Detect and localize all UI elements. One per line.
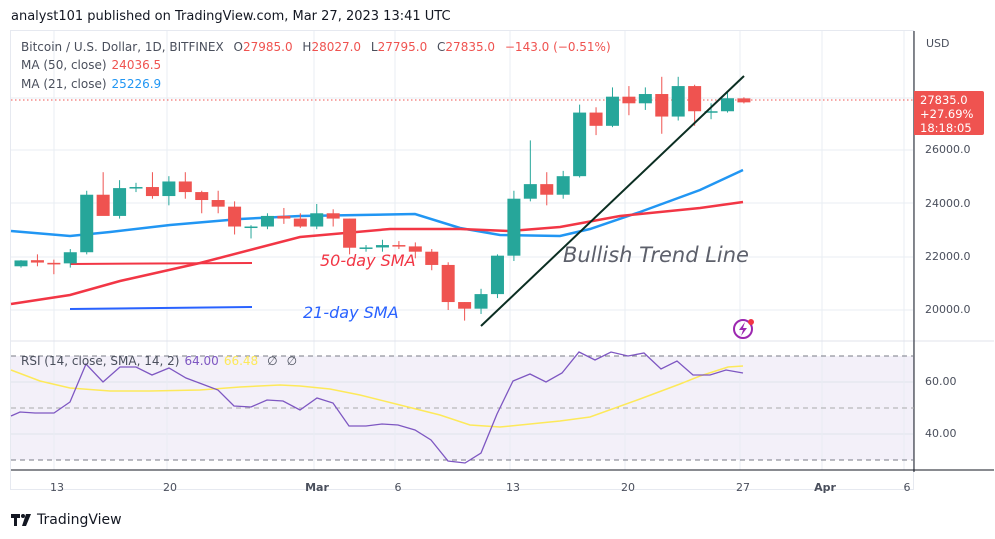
ohlc-close: C27835.0: [437, 40, 496, 54]
price-tick-24000: 24000.0: [925, 197, 971, 210]
legend-symbol-row: Bitcoin / U.S. Dollar, 1D, BITFINEX O279…: [21, 40, 611, 54]
current-price-tag: 27835.0 +27.69% 18:18:05: [914, 91, 984, 135]
ohlc-high: H28027.0: [302, 40, 362, 54]
rsi-tick-40: 40.00: [925, 427, 957, 440]
price-tick-20000: 20000.0: [925, 303, 971, 316]
time-tick-3: 6: [394, 481, 402, 494]
time-tick-4: 13: [506, 481, 520, 494]
ma50-label: MA (50, close): [21, 58, 107, 72]
time-tick-0: 13: [50, 481, 64, 494]
published-header: analyst101 published on TradingView.com,…: [11, 9, 451, 24]
current-change: +27.69%: [920, 107, 974, 121]
time-tick-7: Apr: [814, 481, 836, 494]
legend-rsi-row[interactable]: RSI (14, close, SMA, 14, 2) 64.00 66.48 ∅ ∅: [21, 354, 297, 368]
current-price: 27835.0: [920, 93, 968, 107]
time-tick-6: 27: [736, 481, 750, 494]
tradingview-logo[interactable]: TradingView: [11, 512, 122, 528]
annotation-trend-line[interactable]: Bullish Trend Line: [563, 243, 749, 267]
currency-label[interactable]: USD: [926, 37, 950, 50]
price-tick-22000: 22000.0: [925, 250, 971, 263]
time-tick-8: 6: [903, 481, 911, 494]
symbol-name[interactable]: Bitcoin / U.S. Dollar, 1D, BITFINEX: [21, 40, 224, 54]
annotation-50-day-sma[interactable]: 50-day SMA: [320, 251, 416, 270]
legend-ma50-row[interactable]: MA (50, close) 24036.5: [21, 58, 161, 72]
bar-countdown: 18:18:05: [920, 121, 972, 135]
time-tick-5: 20: [621, 481, 635, 494]
rsi-label: RSI (14, close, SMA, 14, 2): [21, 354, 180, 368]
legend-ma21-row[interactable]: MA (21, close) 25226.9: [21, 77, 161, 91]
time-tick-2: Mar: [305, 481, 329, 494]
ma21-label: MA (21, close): [21, 77, 107, 91]
ohlc-open: O27985.0: [233, 40, 293, 54]
price-tick-26000: 26000.0: [925, 143, 971, 156]
tradingview-logo-icon: [11, 514, 31, 526]
ohlc-change: −143.0 (−0.51%): [504, 40, 611, 54]
tradingview-logo-text: TradingView: [37, 512, 122, 528]
time-tick-1: 20: [163, 481, 177, 494]
events-lightning-icon: [733, 319, 753, 339]
ma50-value: 24036.5: [111, 58, 162, 72]
rsi-na-1: ∅: [267, 354, 278, 368]
ma21-value: 25226.9: [111, 77, 162, 91]
annotation-21-day-sma[interactable]: 21-day SMA: [303, 303, 399, 322]
rsi-sma-value: 66.48: [223, 354, 259, 368]
rsi-value: 64.00: [184, 354, 219, 368]
rsi-tick-60: 60.00: [925, 375, 957, 388]
ohlc-low: L27795.0: [370, 40, 428, 54]
rsi-na-2: ∅: [286, 354, 298, 368]
